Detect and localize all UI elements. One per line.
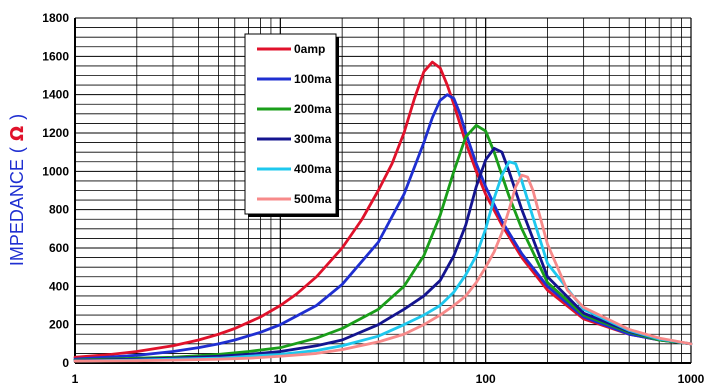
x-tick-label: 1	[72, 372, 79, 386]
legend-box	[244, 33, 337, 215]
y-tick-label: 0	[62, 356, 69, 370]
legend-label: 0amp	[294, 42, 325, 56]
legend: 0amp 100ma 200ma 300ma 400ma 500ma	[244, 33, 339, 217]
grid	[74, 17, 692, 364]
x-tick-label: 100	[476, 372, 496, 386]
y-axis-title-text: IMPEDANCE ( Ω)	[7, 114, 28, 266]
series-lines	[73, 60, 693, 363]
y-axis-label-unit: Ω	[7, 126, 28, 141]
series-line-0amp	[73, 60, 693, 359]
legend-label: 300ma	[294, 132, 332, 146]
series-line-200ma	[73, 123, 693, 362]
y-axis-label-text: IMPEDANCE	[7, 159, 27, 266]
series-line-500ma	[73, 173, 693, 363]
y-tick-label: 400	[49, 279, 69, 293]
legend-label: 200ma	[294, 102, 332, 116]
x-tick-label: 10	[274, 372, 288, 386]
series-line-300ma	[73, 146, 693, 363]
tick-labels: 0 200 400 600 800 1000 1200 1400 1600 1800 1 10 100 1…	[42, 11, 704, 386]
y-tick-label: 600	[49, 241, 69, 255]
y-axis-title: IMPEDANCE ( Ω)	[7, 114, 28, 266]
legend-label: 500ma	[294, 192, 332, 206]
axes	[74, 17, 691, 364]
y-tick-label: 200	[49, 318, 69, 332]
legend-label: 100ma	[294, 72, 332, 86]
y-tick-label: 1200	[42, 126, 69, 140]
y-tick-label: 1400	[42, 88, 69, 102]
y-tick-label: 1000	[42, 164, 69, 178]
y-axis-label-paren-open: (	[7, 147, 27, 153]
series-line-100ma	[73, 93, 693, 361]
y-axis-label-paren-close: )	[7, 114, 27, 120]
y-tick-label: 1600	[42, 49, 69, 63]
y-axis-label: IMPEDANCE ( Ω)	[7, 114, 28, 266]
series-line-400ma	[73, 160, 693, 363]
legend-label: 400ma	[294, 162, 332, 176]
x-tick-label: 1000	[678, 372, 705, 386]
y-tick-label: 1800	[42, 11, 69, 25]
y-tick-label: 800	[49, 203, 69, 217]
